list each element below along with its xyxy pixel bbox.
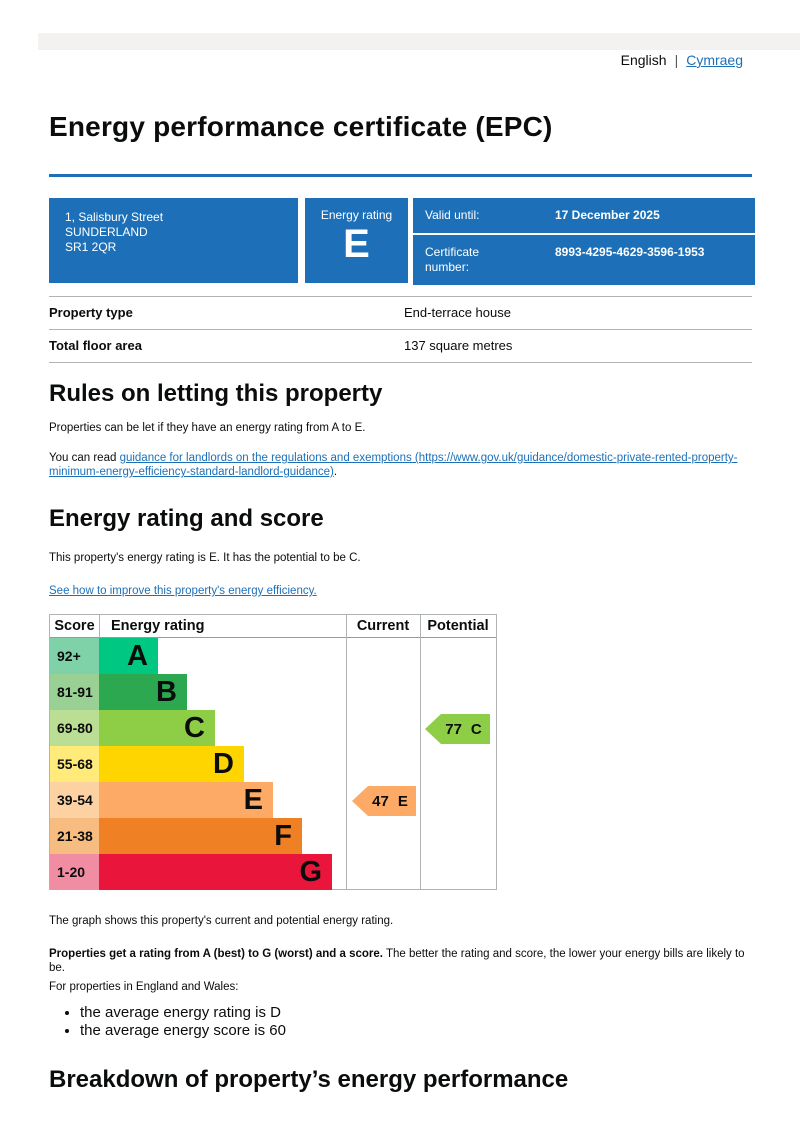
column-divider [346, 615, 347, 889]
potential-letter: C [470, 720, 482, 738]
band-bar-g: G [99, 854, 332, 890]
column-divider [99, 615, 100, 638]
certificate-number-label: Certificate number: [425, 245, 480, 274]
current-score: 47 [372, 792, 389, 810]
language-link-cymraeg[interactable]: Cymraeg [686, 52, 743, 68]
potential-score: 77 [445, 720, 462, 738]
rating-intro: This property's energy rating is E. It h… [49, 552, 361, 564]
band-bar-a: A [99, 638, 158, 674]
column-header-potential: Potential [427, 618, 489, 634]
landlord-guidance-link[interactable]: guidance for landlords on the regulation… [49, 452, 738, 478]
property-details-table: Property type End-terrace house Total fl… [49, 296, 752, 363]
rating-note-bold: Properties get a rating from A (best) to… [49, 948, 383, 960]
band-score-b: 81-91 [50, 674, 99, 710]
address-line-2: SUNDERLAND [65, 225, 148, 239]
table-row: Property type End-terrace house [49, 296, 752, 330]
title-divider-rule [49, 174, 752, 177]
property-type-value: End-terrace house [404, 305, 511, 320]
chart-caption: The graph shows this property's current … [49, 915, 394, 927]
energy-rating-label: Energy rating [320, 208, 393, 222]
region-intro: For properties in England and Wales: [49, 981, 239, 993]
valid-until-label: Valid until: [425, 208, 480, 222]
energy-rating-chart: Score Energy rating Current Potential 92… [49, 614, 497, 890]
chart-header: Score Energy rating Current Potential [50, 615, 496, 638]
band-score-a: 92+ [50, 638, 99, 674]
energy-rating-badge: Energy rating E [305, 198, 408, 283]
band-row-c: 69-80 C [50, 710, 496, 746]
valid-until-row: Valid until: 17 December 2025 [413, 198, 755, 233]
language-divider: | [674, 52, 679, 68]
column-header-score: Score [54, 618, 95, 634]
rating-heading: Energy rating and score [49, 505, 324, 532]
list-item: the average energy rating is D [80, 1004, 286, 1022]
band-bar-b: B [99, 674, 187, 710]
average-ratings-list: the average energy rating is D the avera… [66, 1004, 286, 1039]
band-row-d: 55-68 D [50, 746, 496, 782]
page-title: Energy performance certificate (EPC) [49, 111, 553, 142]
total-floor-area-label: Total floor area [49, 338, 142, 353]
certificate-number-value: 8993-4295-4629-3596-1953 [555, 245, 705, 259]
column-header-current: Current [356, 618, 410, 634]
current-letter: E [397, 792, 408, 810]
property-address: 1, Salisbury Street SUNDERLAND SR1 2QR [49, 198, 298, 283]
band-row-g: 1-20 G [50, 854, 496, 890]
band-row-f: 21-38 F [50, 818, 496, 854]
total-floor-area-value: 137 square metres [404, 338, 513, 353]
band-row-a: 92+ A [50, 638, 496, 674]
guidance-prefix: You can read [49, 452, 120, 464]
band-bar-c: C [99, 710, 215, 746]
breakdown-heading: Breakdown of property’s energy performan… [49, 1066, 569, 1093]
band-row-b: 81-91 B [50, 674, 496, 710]
column-divider [420, 615, 421, 889]
energy-rating-value: E [343, 222, 370, 266]
certificate-number-row: Certificate number: 8993-4295-4629-3596-… [413, 235, 755, 285]
address-line-1: 1, Salisbury Street [65, 210, 164, 224]
band-score-f: 21-38 [50, 818, 99, 854]
column-header-energy-rating: Energy rating [111, 618, 205, 634]
band-score-c: 69-80 [50, 710, 99, 746]
band-score-g: 1-20 [50, 854, 99, 890]
band-bar-f: F [99, 818, 302, 854]
rating-note-rest: The better the rating and score, the low… [49, 948, 745, 974]
valid-until-value: 17 December 2025 [555, 208, 660, 222]
rules-heading: Rules on letting this property [49, 380, 383, 407]
property-type-label: Property type [49, 305, 133, 320]
top-gray-bar [38, 33, 800, 50]
rating-note: Properties get a rating from A (best) to… [49, 947, 749, 975]
rules-paragraph: Properties can be let if they have an en… [49, 422, 366, 434]
list-item: the average energy score is 60 [80, 1022, 286, 1040]
language-switcher: English | Cymraeg [621, 52, 743, 68]
band-score-d: 55-68 [50, 746, 99, 782]
improve-efficiency-link[interactable]: See how to improve this property's energ… [49, 585, 317, 597]
band-row-e: 39-54 E [50, 782, 496, 818]
address-line-3: SR1 2QR [65, 240, 117, 254]
guidance-suffix: . [333, 466, 338, 478]
band-bar-e: E [99, 782, 273, 818]
certificate-meta: Valid until: 17 December 2025 Certificat… [413, 198, 755, 285]
band-bar-d: D [99, 746, 244, 782]
rules-guidance-paragraph: You can read guidance for landlords on t… [49, 451, 749, 479]
certificate-summary-panel: 1, Salisbury Street SUNDERLAND SR1 2QR E… [49, 198, 755, 285]
potential-rating-marker: 77 C [425, 714, 490, 744]
table-row: Total floor area 137 square metres [49, 330, 752, 363]
language-current: English [620, 52, 667, 68]
band-score-e: 39-54 [50, 782, 99, 818]
